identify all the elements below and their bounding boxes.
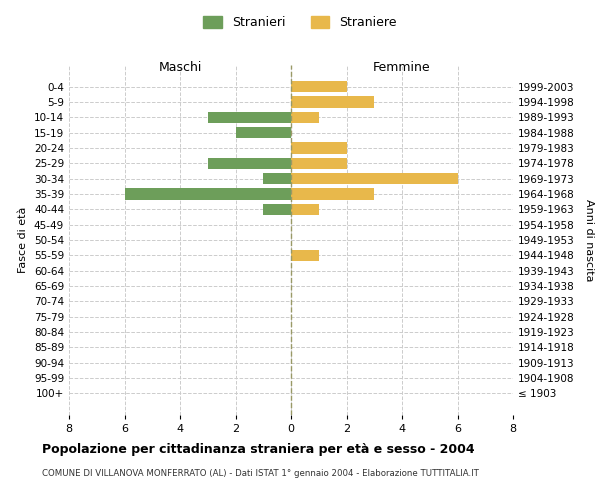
Y-axis label: Anni di nascita: Anni di nascita: [584, 198, 594, 281]
Text: COMUNE DI VILLANOVA MONFERRATO (AL) - Dati ISTAT 1° gennaio 2004 - Elaborazione : COMUNE DI VILLANOVA MONFERRATO (AL) - Da…: [42, 468, 479, 477]
Bar: [208, 112, 291, 123]
Bar: [291, 158, 347, 169]
Bar: [263, 204, 291, 215]
Bar: [291, 142, 347, 154]
Bar: [291, 250, 319, 261]
Legend: Stranieri, Straniere: Stranieri, Straniere: [198, 11, 402, 34]
Bar: [291, 204, 319, 215]
Bar: [291, 173, 458, 184]
Bar: [208, 158, 291, 169]
Bar: [291, 96, 374, 108]
Bar: [291, 81, 347, 92]
Text: Maschi: Maschi: [158, 62, 202, 74]
Text: Femmine: Femmine: [373, 62, 431, 74]
Bar: [291, 112, 319, 123]
Bar: [291, 188, 374, 200]
Text: Popolazione per cittadinanza straniera per età e sesso - 2004: Popolazione per cittadinanza straniera p…: [42, 442, 475, 456]
Bar: [263, 173, 291, 184]
Y-axis label: Fasce di età: Fasce di età: [19, 207, 28, 273]
Bar: [125, 188, 291, 200]
Bar: [235, 127, 291, 138]
